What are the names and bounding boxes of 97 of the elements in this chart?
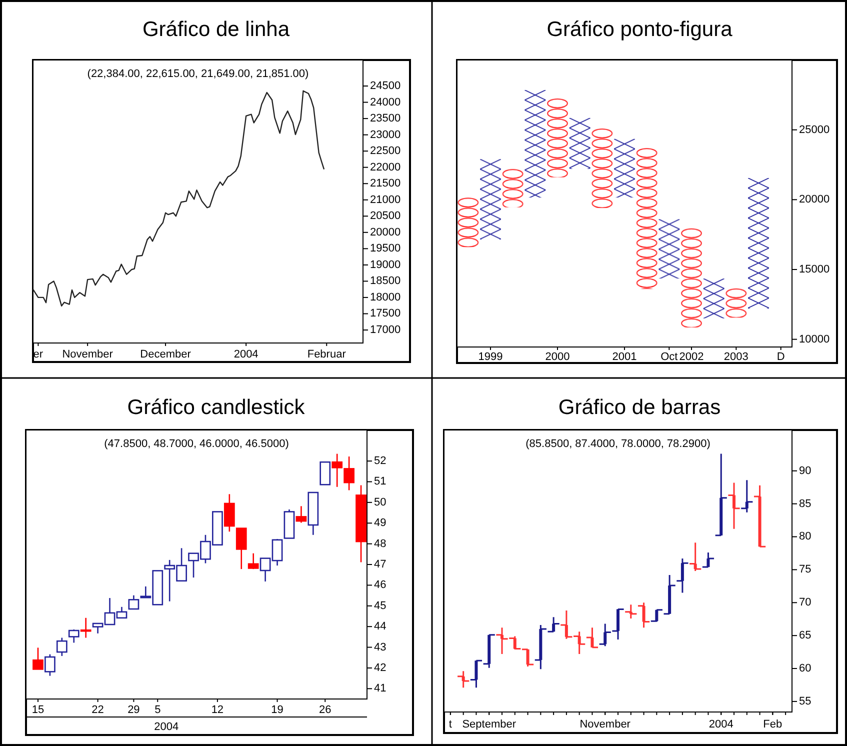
text: (47.8500, 48.7000, 46.0000, 46.5000) xyxy=(104,438,289,450)
candlestick xyxy=(224,493,235,532)
y-tick-label: 18500 xyxy=(370,275,401,288)
candlestick xyxy=(80,617,92,638)
text: (85.8500, 87.4000, 78.0000, 78.2900) xyxy=(526,438,710,450)
chart-title: Gráfico de barras xyxy=(558,396,721,419)
y-tick-label: 22000 xyxy=(370,161,401,174)
y-tick-label: 17000 xyxy=(370,324,401,336)
y-tick-label: 20500 xyxy=(370,210,401,222)
y-tick-label: 52 xyxy=(374,455,386,468)
y-tick-label: 22500 xyxy=(370,145,401,158)
candlestick xyxy=(128,594,140,610)
candlestick xyxy=(320,461,331,486)
x-tick-label: 19 xyxy=(271,704,284,716)
candlestick xyxy=(56,637,68,657)
bar xyxy=(748,178,769,309)
x-tick-label: 22 xyxy=(92,704,104,716)
y-tick-label: 41 xyxy=(374,682,386,695)
y-tick-label: 44 xyxy=(374,620,386,633)
bar xyxy=(636,148,658,290)
x-tick-label: 29 xyxy=(128,704,140,716)
x-tick-label: 12 xyxy=(211,704,224,716)
y-tick-label: 51 xyxy=(374,476,386,488)
x-tick-label: 15 xyxy=(32,704,44,716)
y-tick-label: 90 xyxy=(799,464,812,477)
y-tick-label: 19000 xyxy=(370,258,401,271)
x-tick-label: er xyxy=(33,348,44,360)
candlestick xyxy=(44,654,56,676)
y-tick-label: 65 xyxy=(799,630,812,642)
bar xyxy=(502,168,524,208)
bar xyxy=(458,198,479,248)
y-tick-label: 48 xyxy=(374,538,386,550)
bar xyxy=(524,90,546,198)
y-tick-label: 19500 xyxy=(370,242,401,255)
x-tick-label: November xyxy=(580,718,631,730)
bar xyxy=(547,98,568,178)
x-tick-label: 2001 xyxy=(612,351,637,363)
y-tick-label: 85 xyxy=(799,498,812,510)
x-tick-label: 26 xyxy=(319,704,332,716)
x-tick-label: 2004 xyxy=(234,348,258,360)
bar xyxy=(480,159,501,240)
bar xyxy=(703,278,724,318)
x-tick-label: Februar xyxy=(307,348,346,360)
x-tick-label: December xyxy=(140,348,192,360)
y-tick-label: 70 xyxy=(799,596,812,609)
y-tick-label: 55 xyxy=(799,695,812,708)
x-tick-label: 2000 xyxy=(545,351,570,363)
candlestick xyxy=(68,628,80,644)
y-tick-label: 24000 xyxy=(370,96,401,108)
y-tick-label: 43 xyxy=(374,641,386,654)
candlestick xyxy=(32,647,44,670)
chart-title: Gráfico ponto-figura xyxy=(546,18,733,41)
y-tick-label: 49 xyxy=(374,517,386,530)
y-tick-label: 42 xyxy=(374,662,386,674)
x-tick-label: D xyxy=(776,351,785,363)
x-tick-label: November xyxy=(62,348,114,360)
y-tick-label: 75 xyxy=(799,564,812,576)
x-tick-label: 2003 xyxy=(724,351,748,363)
bar xyxy=(614,138,635,198)
y-tick-label: 80 xyxy=(799,530,812,543)
x-tick-label: Oct xyxy=(660,351,678,363)
x-tick-label: 2004 xyxy=(708,718,734,730)
x-tick-label: 2002 xyxy=(679,351,704,363)
candlestick xyxy=(236,528,247,570)
x-tick-label: 5 xyxy=(154,704,161,716)
x-tick-label: t xyxy=(448,718,452,730)
x-tick-label: 1999 xyxy=(478,351,503,363)
bar xyxy=(569,118,590,169)
y-tick-label: 46 xyxy=(374,579,386,592)
candlestick xyxy=(296,506,307,524)
y-tick-label: 60 xyxy=(799,662,812,675)
y-tick-label: 24500 xyxy=(370,80,401,92)
y-tick-label: 21500 xyxy=(370,178,401,190)
line-series xyxy=(32,90,325,307)
y-tick-label: 15000 xyxy=(799,263,830,276)
y-tick-label: 50 xyxy=(374,496,386,508)
y-tick-label: 20000 xyxy=(370,226,401,238)
y-tick-label: 20000 xyxy=(799,194,830,206)
y-tick-label: 23500 xyxy=(370,112,401,125)
y-tick-label: 47 xyxy=(374,558,386,570)
text: (22,384.00, 22,615.00, 21,649.00, 21,851.00) xyxy=(87,68,309,80)
y-tick-label: 18000 xyxy=(370,291,401,304)
y-tick-label: 45 xyxy=(374,600,386,612)
bar xyxy=(681,228,702,328)
y-tick-label: 21000 xyxy=(370,194,401,206)
y-tick-label: 25000 xyxy=(799,124,830,136)
chart-title: Gráfico candlestick xyxy=(127,396,306,419)
x-tick-label: September xyxy=(462,718,516,730)
y-tick-label: 10000 xyxy=(799,333,830,346)
bar xyxy=(658,219,680,279)
y-tick-label: 17500 xyxy=(370,308,401,320)
bar xyxy=(592,128,613,208)
bar xyxy=(726,288,747,318)
y-tick-label: 23000 xyxy=(370,128,401,141)
candlestick xyxy=(248,552,259,570)
chart-title: Gráfico de linha xyxy=(142,18,290,41)
x-tick-label: Feb xyxy=(763,718,782,730)
